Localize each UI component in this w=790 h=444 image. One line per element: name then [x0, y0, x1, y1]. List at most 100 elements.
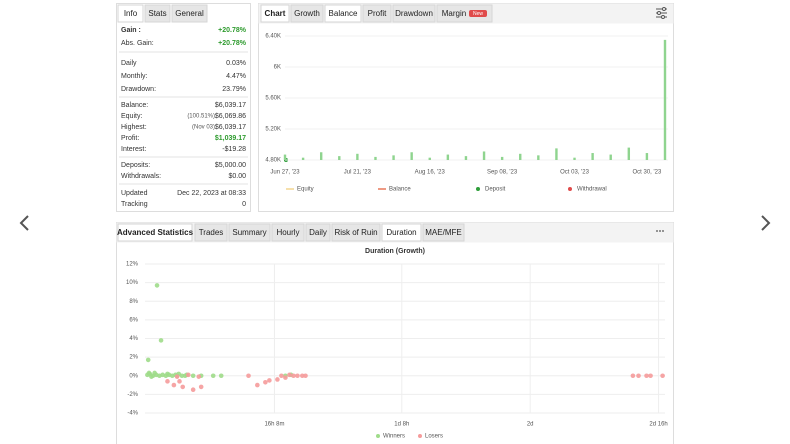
- legend-label: Losers: [425, 434, 443, 440]
- bar: [537, 155, 540, 160]
- legend-label: Deposit: [485, 187, 506, 193]
- info-label: Monthly:: [121, 73, 148, 80]
- tab-label[interactable]: Growth: [294, 9, 320, 18]
- y-tick-label: 4%: [129, 336, 138, 342]
- tab[interactable]: [422, 223, 465, 242]
- chart-title: Duration (Growth): [365, 248, 425, 255]
- tab-label[interactable]: Margin: [442, 9, 466, 18]
- info-panel: [116, 3, 251, 212]
- info-label: Profit:: [121, 135, 139, 142]
- bar: [356, 153, 359, 160]
- info-label: Balance:: [121, 102, 148, 109]
- tab-label[interactable]: Risk of Ruin: [334, 228, 377, 237]
- point: [165, 379, 170, 384]
- info-value: 0: [242, 201, 246, 208]
- x-tick-label: 2d: [527, 422, 534, 428]
- x-tick-label: Jun 27, '23: [270, 170, 300, 176]
- tab[interactable]: [271, 223, 305, 242]
- tab-label[interactable]: Drawdown: [395, 9, 433, 18]
- tab[interactable]: [381, 223, 422, 242]
- point: [246, 373, 251, 379]
- point: [279, 373, 284, 379]
- point: [291, 373, 296, 379]
- tab-label[interactable]: Advanced Statistics: [117, 228, 194, 237]
- point: [154, 283, 160, 288]
- info-value: 23.79%: [222, 86, 246, 93]
- point: [255, 382, 260, 388]
- tab[interactable]: [305, 223, 331, 242]
- info-value: $0.00: [228, 173, 246, 180]
- point: [263, 379, 268, 385]
- bar: [519, 153, 522, 160]
- tab[interactable]: [362, 4, 392, 23]
- info-value: $1,039.17: [215, 135, 246, 142]
- more-menu[interactable]: [656, 230, 664, 232]
- info-value: Dec 22, 2023 at 08:33: [177, 190, 246, 197]
- tab-label[interactable]: General: [175, 9, 204, 18]
- tab[interactable]: [436, 4, 493, 23]
- bar: [573, 157, 576, 160]
- info-label: Tracking: [121, 201, 148, 208]
- point: [303, 373, 308, 379]
- bar: [482, 151, 486, 160]
- info-value: $6,069.86: [215, 113, 246, 120]
- tab[interactable]: [392, 4, 436, 23]
- legend-label: Equity: [297, 187, 314, 193]
- tab[interactable]: [331, 223, 381, 242]
- tab-label[interactable]: Duration: [386, 228, 416, 237]
- point: [180, 384, 186, 390]
- tab-label[interactable]: Daily: [309, 228, 327, 237]
- y-tick-label: 5.20K: [265, 127, 281, 133]
- tab-label[interactable]: Balance: [329, 9, 358, 18]
- point: [299, 373, 305, 379]
- point: [287, 372, 292, 378]
- tab[interactable]: [117, 4, 144, 23]
- tab[interactable]: [117, 223, 193, 242]
- point: [145, 357, 151, 363]
- tab[interactable]: [171, 4, 208, 23]
- next-arrow[interactable]: [761, 215, 771, 231]
- tab-label[interactable]: MAE/MFE: [425, 228, 461, 237]
- bar: [301, 157, 305, 160]
- info-label: Interest:: [121, 146, 146, 153]
- bar: [663, 39, 667, 160]
- bar: [500, 156, 504, 160]
- settings-icon[interactable]: [656, 7, 667, 19]
- bar: [283, 154, 287, 160]
- y-tick-label: 0%: [129, 373, 138, 379]
- point: [218, 373, 224, 379]
- point: [190, 387, 196, 393]
- prev-arrow[interactable]: [19, 215, 29, 231]
- tab-label[interactable]: Trades: [199, 228, 224, 237]
- point: [283, 375, 288, 380]
- point: [644, 373, 649, 379]
- tab[interactable]: [194, 223, 228, 242]
- tab-label[interactable]: Stats: [148, 9, 166, 18]
- tab[interactable]: [324, 4, 362, 23]
- point: [174, 374, 180, 379]
- legend-label: Withdrawal: [577, 187, 607, 193]
- tab-label[interactable]: Chart: [265, 9, 286, 18]
- tab[interactable]: [260, 4, 290, 23]
- info-label: Updated: [121, 190, 148, 197]
- bar: [410, 152, 413, 160]
- x-tick-label: Oct 30, '23: [632, 170, 661, 176]
- tab-label[interactable]: Summary: [232, 228, 266, 237]
- point: [186, 372, 191, 378]
- x-tick-label: Aug 16, '23: [415, 170, 446, 176]
- y-tick-label: 6.40K: [265, 34, 281, 40]
- info-label: Gain :: [121, 27, 141, 34]
- info-label: Highest:: [121, 124, 147, 131]
- tab[interactable]: [228, 223, 271, 242]
- tab[interactable]: [290, 4, 324, 23]
- tab[interactable]: [144, 4, 171, 23]
- x-tick-label: 1d 8h: [394, 422, 409, 428]
- x-tick-label: Oct 03, '23: [560, 170, 589, 176]
- y-tick-label: 2%: [129, 355, 138, 361]
- y-tick-label: 4.80K: [265, 158, 281, 164]
- tab-label[interactable]: Hourly: [276, 228, 299, 237]
- tab-label[interactable]: Info: [124, 9, 138, 18]
- tab-label[interactable]: Profit: [368, 9, 387, 18]
- info-value: -$19.28: [222, 146, 246, 153]
- point: [660, 373, 665, 379]
